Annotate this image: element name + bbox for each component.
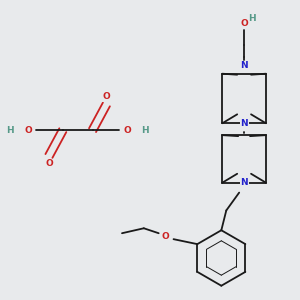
Text: N: N: [240, 61, 248, 70]
Text: N: N: [240, 119, 248, 128]
Text: O: O: [240, 19, 248, 28]
Text: H: H: [7, 126, 14, 135]
Text: H: H: [141, 126, 149, 135]
Text: H: H: [248, 14, 256, 23]
Text: O: O: [103, 92, 110, 101]
Text: O: O: [123, 126, 131, 135]
Text: O: O: [24, 126, 32, 135]
Text: N: N: [240, 178, 248, 187]
Text: O: O: [162, 232, 170, 241]
Text: O: O: [45, 159, 53, 168]
